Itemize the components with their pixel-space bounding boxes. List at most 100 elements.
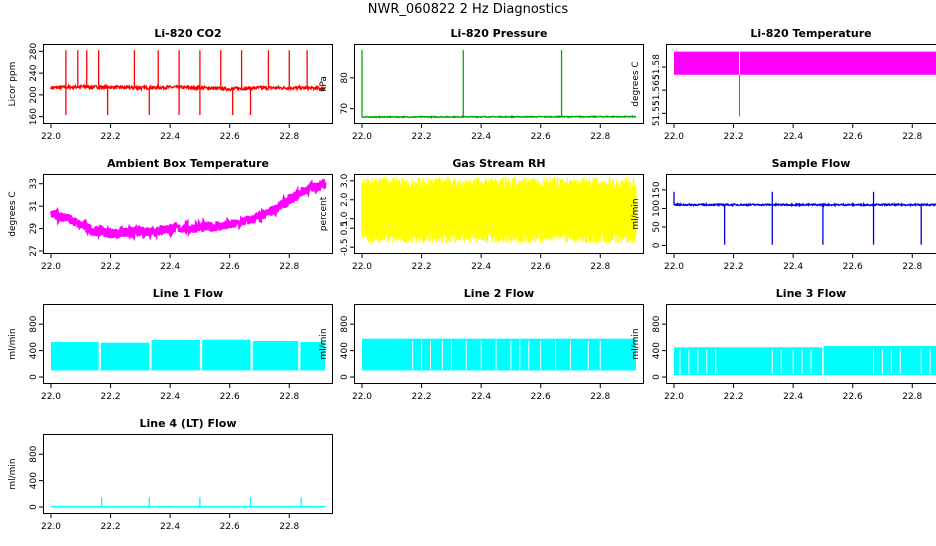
x-tick-label: 22.8: [279, 522, 299, 532]
x-tick-label: 22.8: [279, 392, 299, 402]
x-tick-label: 22.4: [471, 392, 491, 402]
y-tick-label: 400: [29, 472, 39, 489]
x-tick-label: 22.0: [664, 132, 684, 142]
y-axis-label: ml/min: [8, 328, 18, 359]
x-tick-label: 22.4: [783, 392, 803, 402]
plot-frame: [355, 45, 644, 124]
x-tick-label: 22.0: [41, 132, 61, 142]
x-tick-label: 22.6: [843, 392, 863, 402]
x-tick-label: 22.6: [531, 392, 551, 402]
x-tick-label: 22.2: [724, 132, 744, 142]
series-line: [674, 204, 936, 206]
flow-segment: [823, 346, 936, 375]
y-tick-label: 0: [29, 504, 39, 510]
x-tick-label: 22.0: [352, 392, 372, 402]
flow-segment: [100, 343, 149, 371]
flow-segment: [151, 340, 200, 370]
y-tick-label: -0.5: [340, 238, 350, 256]
x-tick-label: 22.2: [724, 392, 744, 402]
y-axis-label: degrees C: [631, 61, 641, 106]
x-tick-label: 22.6: [220, 392, 240, 402]
x-tick-label: 22.8: [902, 262, 922, 272]
chart-svg: 22.0 22.2 22.4 22.6 22.8 0 400 800 ml/min: [311, 304, 644, 416]
y-tick-label: 800: [29, 315, 39, 332]
x-tick-label: 22.8: [902, 392, 922, 402]
x-tick-label: 22.8: [279, 132, 299, 142]
chart-title: Line 4 (LT) Flow: [43, 417, 333, 430]
x-tick-label: 22.2: [724, 262, 744, 272]
y-axis-label: percent: [319, 196, 329, 231]
flow-segment: [674, 347, 823, 375]
x-tick-label: 22.0: [41, 522, 61, 532]
y-tick-label: 80: [340, 72, 350, 84]
chart-title: Line 3 Flow: [666, 287, 936, 300]
x-tick-label: 22.6: [531, 132, 551, 142]
y-axis-label: ml/min: [631, 328, 641, 359]
plot-frame: [667, 175, 936, 254]
y-tick-label: 200: [29, 86, 39, 103]
y-tick-label: 0: [29, 374, 39, 380]
x-tick-label: 22.4: [160, 522, 180, 532]
y-tick-label: 2.0: [340, 192, 350, 207]
x-tick-label: 22.6: [843, 132, 863, 142]
x-tick-label: 22.0: [352, 132, 372, 142]
y-tick-label: 400: [652, 342, 662, 359]
y-tick-label: 0: [652, 242, 662, 248]
x-tick-label: 22.8: [590, 392, 610, 402]
y-tick-label: 280: [29, 42, 39, 59]
x-tick-label: 22.0: [352, 262, 372, 272]
y-tick-label: 33: [29, 178, 39, 189]
chart-title: Li-820 Pressure: [354, 27, 644, 40]
x-tick-label: 22.8: [902, 132, 922, 142]
y-tick-label: 800: [340, 315, 350, 332]
y-tick-label: 400: [340, 342, 350, 359]
x-tick-label: 22.2: [101, 262, 121, 272]
x-tick-label: 22.6: [843, 262, 863, 272]
chart-title: Ambient Box Temperature: [43, 157, 333, 170]
y-tick-label: 800: [652, 315, 662, 332]
x-tick-label: 22.2: [412, 132, 432, 142]
x-tick-label: 22.6: [220, 262, 240, 272]
flow-segment: [201, 340, 250, 371]
x-tick-label: 22.4: [471, 262, 491, 272]
x-tick-label: 22.8: [590, 262, 610, 272]
x-tick-label: 22.4: [783, 262, 803, 272]
x-tick-label: 22.4: [160, 132, 180, 142]
y-axis-label: degrees C: [8, 191, 18, 236]
y-tick-label: 240: [29, 64, 39, 81]
chart-title: Li-820 CO2: [43, 27, 333, 40]
chart-title: Li-820 Temperature: [666, 27, 936, 40]
x-tick-label: 22.4: [783, 132, 803, 142]
chart-title: Line 1 Flow: [43, 287, 333, 300]
y-tick-label: 0: [340, 374, 350, 380]
x-tick-label: 22.6: [220, 522, 240, 532]
y-tick-label: 29: [29, 223, 39, 235]
y-tick-label: 1.0: [340, 211, 350, 226]
x-tick-label: 22.6: [220, 132, 240, 142]
x-tick-label: 22.0: [41, 392, 61, 402]
x-tick-label: 22.0: [664, 392, 684, 402]
y-tick-label: 70: [340, 103, 350, 115]
y-tick-label: 3.0: [340, 173, 350, 188]
x-tick-label: 22.2: [412, 262, 432, 272]
x-tick-label: 22.2: [412, 392, 432, 402]
x-tick-label: 22.6: [531, 262, 551, 272]
y-tick-label: 800: [29, 445, 39, 462]
flow-segment: [362, 339, 636, 371]
series-line: [362, 116, 636, 117]
series-line: [51, 85, 325, 90]
x-tick-label: 22.8: [279, 262, 299, 272]
